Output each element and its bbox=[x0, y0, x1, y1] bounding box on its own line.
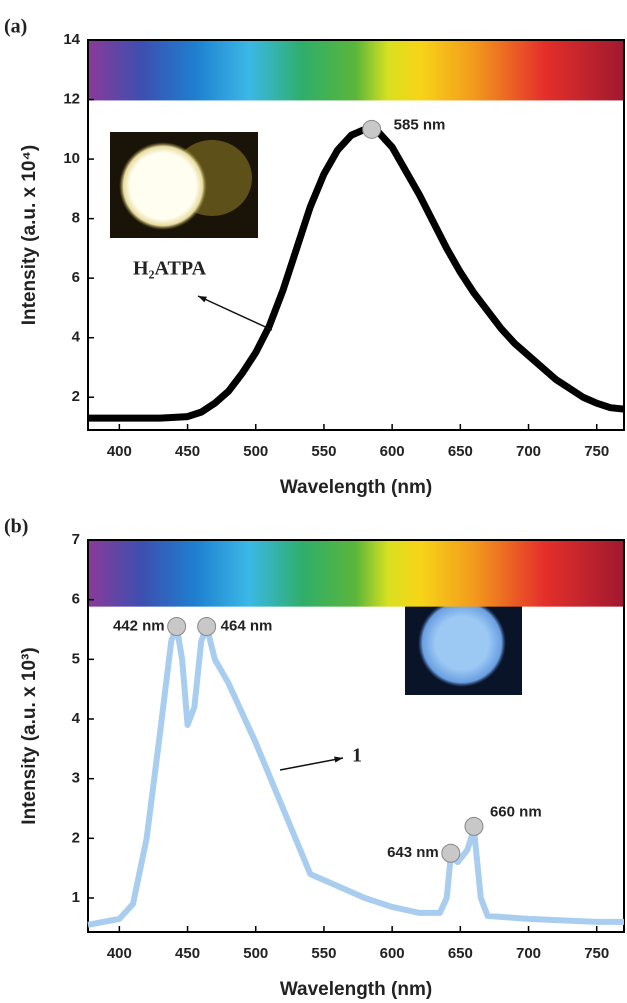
x-axis-label: Wavelength (nm) bbox=[280, 477, 432, 498]
x-tick-label: 650 bbox=[448, 443, 473, 460]
y-tick-label: 2 bbox=[72, 388, 80, 405]
y-tick-label: 12 bbox=[63, 91, 80, 108]
spectrum-line bbox=[87, 623, 624, 928]
y-tick-label: 3 bbox=[72, 770, 80, 787]
x-tick-label: 500 bbox=[243, 443, 268, 460]
peak-label: 442 nm bbox=[113, 617, 165, 634]
spectrum-band bbox=[88, 540, 624, 607]
y-tick-label: 6 bbox=[72, 269, 80, 286]
inset-glow bbox=[418, 599, 506, 687]
annotation-arrow bbox=[279, 757, 344, 771]
x-tick-label: 700 bbox=[516, 945, 541, 962]
plot-frame bbox=[87, 539, 625, 933]
x-tick-label: 500 bbox=[243, 945, 268, 962]
inset-glow bbox=[119, 142, 207, 230]
arrow-head bbox=[198, 296, 207, 303]
peak-label: 643 nm bbox=[387, 844, 439, 861]
x-tick-label: 750 bbox=[584, 945, 609, 962]
x-tick-label: 400 bbox=[107, 945, 132, 962]
y-tick-label: 4 bbox=[72, 710, 81, 727]
annotation-arrow bbox=[197, 295, 273, 331]
peak-marker bbox=[197, 617, 217, 637]
arrow-head bbox=[334, 756, 343, 763]
peak-marker bbox=[167, 617, 187, 637]
x-tick-label: 700 bbox=[516, 443, 541, 460]
x-axis-label: Wavelength (nm) bbox=[280, 979, 432, 1000]
y-tick-label: 10 bbox=[63, 150, 80, 167]
y-tick-label: 7 bbox=[72, 531, 80, 548]
y-tick-label: 2 bbox=[72, 829, 80, 846]
x-tick-label: 600 bbox=[380, 945, 405, 962]
spectrum-band bbox=[88, 40, 624, 101]
x-tick-label: 400 bbox=[107, 443, 132, 460]
y-tick-label: 8 bbox=[72, 210, 80, 227]
peak-label: 585 nm bbox=[394, 116, 446, 133]
plot-frame bbox=[87, 39, 625, 431]
x-tick-label: 650 bbox=[448, 945, 473, 962]
y-tick-label: 1 bbox=[72, 889, 80, 906]
peak-marker bbox=[464, 816, 484, 836]
x-tick-label: 450 bbox=[175, 945, 200, 962]
peak-label: 660 nm bbox=[490, 803, 542, 820]
annotation: 1 bbox=[352, 745, 362, 767]
y-tick-label: 14 bbox=[63, 31, 80, 48]
y-tick-label: 5 bbox=[72, 650, 80, 667]
y-tick-label: 4 bbox=[72, 329, 81, 346]
x-tick-label: 600 bbox=[380, 443, 405, 460]
annotation: H₂ATPA bbox=[133, 258, 207, 280]
peak-label: 464 nm bbox=[221, 617, 273, 634]
x-tick-label: 450 bbox=[175, 443, 200, 460]
panel-label: (a) bbox=[4, 16, 27, 38]
x-tick-label: 750 bbox=[584, 443, 609, 460]
panel-label: (b) bbox=[4, 516, 28, 538]
y-axis-label: Intensity (a.u. x 10⁴) bbox=[19, 145, 40, 325]
peak-marker bbox=[362, 119, 382, 139]
peak-marker bbox=[441, 843, 461, 863]
x-tick-label: 550 bbox=[311, 443, 336, 460]
y-axis-label: Intensity (a.u. x 10³) bbox=[19, 647, 40, 824]
x-tick-label: 550 bbox=[311, 945, 336, 962]
y-tick-label: 6 bbox=[72, 591, 80, 608]
